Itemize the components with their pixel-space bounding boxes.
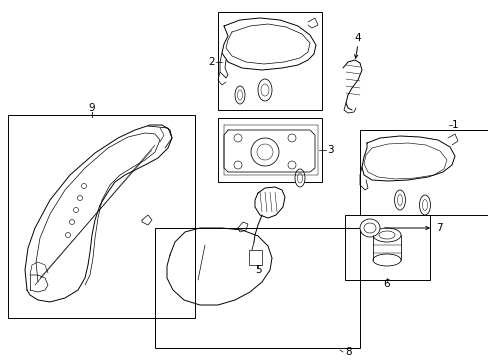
Circle shape <box>69 220 74 225</box>
Ellipse shape <box>372 228 400 242</box>
Bar <box>155 228 359 348</box>
Circle shape <box>65 233 70 238</box>
Ellipse shape <box>359 219 379 237</box>
Ellipse shape <box>397 194 402 206</box>
Ellipse shape <box>297 173 302 183</box>
Text: 8: 8 <box>345 347 351 357</box>
Bar <box>218 118 321 182</box>
Ellipse shape <box>378 231 394 239</box>
Ellipse shape <box>422 199 427 211</box>
Ellipse shape <box>294 169 305 187</box>
Circle shape <box>250 138 279 166</box>
Text: 9: 9 <box>88 103 95 113</box>
Circle shape <box>257 144 272 160</box>
Ellipse shape <box>258 79 271 101</box>
Bar <box>248 250 262 265</box>
Circle shape <box>81 184 86 189</box>
Circle shape <box>234 161 242 169</box>
Ellipse shape <box>261 84 268 96</box>
Circle shape <box>234 134 242 142</box>
Circle shape <box>287 161 295 169</box>
Text: 6: 6 <box>383 279 389 289</box>
Bar <box>345 215 429 280</box>
Text: 7: 7 <box>435 223 442 233</box>
Text: 5: 5 <box>254 265 261 275</box>
Ellipse shape <box>235 86 244 104</box>
Circle shape <box>77 195 82 201</box>
Text: 3: 3 <box>326 145 333 155</box>
Text: 2: 2 <box>208 57 215 67</box>
Circle shape <box>73 207 79 212</box>
Ellipse shape <box>394 190 405 210</box>
Ellipse shape <box>363 223 375 233</box>
Ellipse shape <box>419 195 429 215</box>
Circle shape <box>287 134 295 142</box>
Ellipse shape <box>372 254 400 266</box>
Bar <box>218 12 321 110</box>
Text: 4: 4 <box>354 33 361 43</box>
Text: 1: 1 <box>451 120 458 130</box>
Bar <box>8 115 195 318</box>
Ellipse shape <box>237 90 242 100</box>
Bar <box>359 130 488 215</box>
